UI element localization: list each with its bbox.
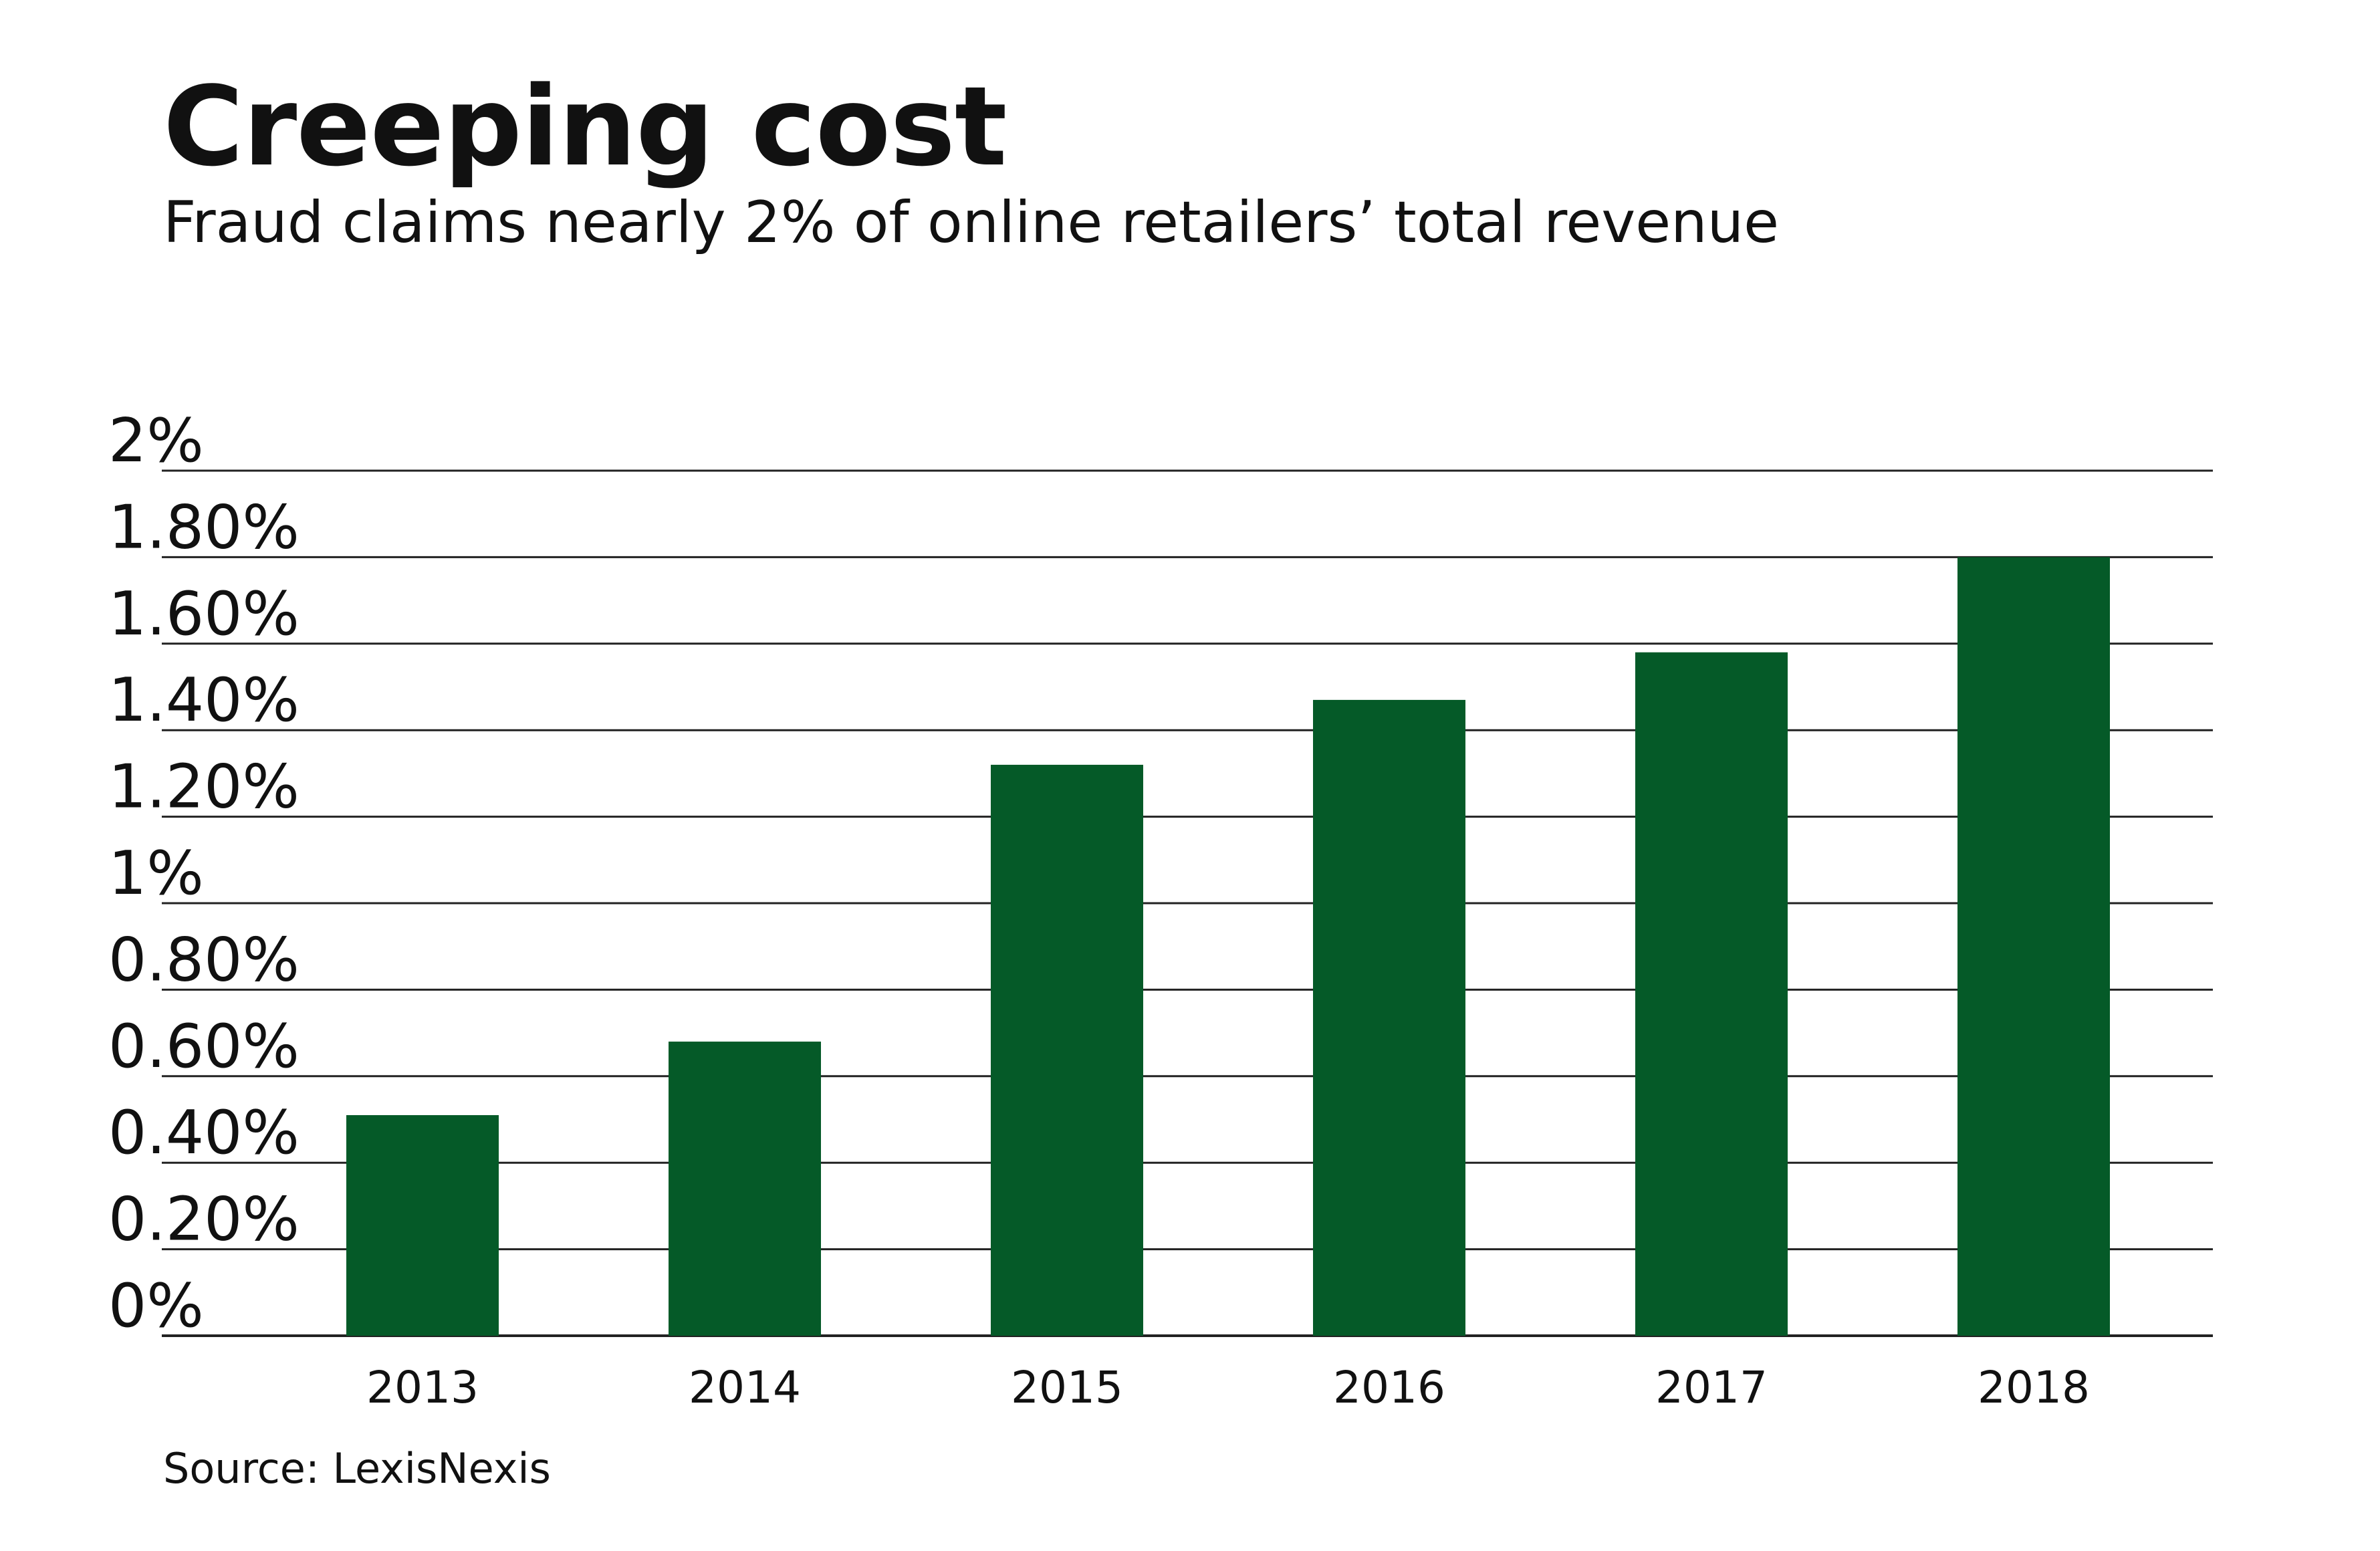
y-tick-label: 1.80% <box>108 492 300 562</box>
gridlines <box>162 469 2213 1337</box>
y-tick-label: 2% <box>108 406 204 476</box>
bar-2014 <box>669 1042 821 1336</box>
bar-2016 <box>1313 699 1465 1336</box>
chart-subtitle: Fraud claims nearly 2% of online retaile… <box>163 189 1780 256</box>
y-tick-label: 1.20% <box>108 752 300 822</box>
x-tick-label: 2018 <box>1978 1362 2090 1413</box>
y-axis-ticks: 0% 0.20% 0.40% 0.60% 0.80% 1% 1.20% 1.40% 1.60% 1… <box>108 406 300 1341</box>
bar-2013 <box>346 1115 499 1336</box>
y-tick-label: 0% <box>108 1271 204 1341</box>
x-tick-label: 2014 <box>689 1362 801 1413</box>
bars <box>346 557 2110 1336</box>
y-tick-label: 1.40% <box>108 665 300 735</box>
x-tick-label: 2013 <box>366 1362 479 1413</box>
y-tick-label: 0.40% <box>108 1098 300 1168</box>
x-tick-label: 2017 <box>1655 1362 1768 1413</box>
chart-title: Creeping cost <box>163 63 1007 191</box>
x-axis-ticks: 2013 2014 2015 2016 2017 2018 <box>366 1362 2090 1413</box>
x-tick-label: 2016 <box>1333 1362 1445 1413</box>
x-tick-label: 2015 <box>1011 1362 1123 1413</box>
y-tick-label: 1.60% <box>108 579 300 649</box>
y-tick-label: 1% <box>108 838 204 909</box>
y-tick-label: 0.80% <box>108 925 300 995</box>
y-tick-label: 0.20% <box>108 1185 300 1255</box>
bar-2017 <box>1635 652 1788 1336</box>
bar-2018 <box>1957 557 2110 1336</box>
source-note: Source: LexisNexis <box>163 1444 551 1493</box>
y-tick-label: 0.60% <box>108 1011 300 1082</box>
bar-2015 <box>991 764 1143 1336</box>
